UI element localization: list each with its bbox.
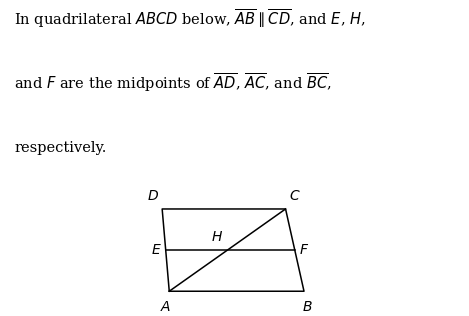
Text: and $F$ are the midpoints of $\overline{AD}$, $\overline{AC}$, and $\overline{BC: and $F$ are the midpoints of $\overline{… <box>14 72 332 94</box>
Text: $\mathit{F}$: $\mathit{F}$ <box>299 243 309 257</box>
Text: $\mathit{C}$: $\mathit{C}$ <box>289 189 301 203</box>
Text: $\mathit{B}$: $\mathit{B}$ <box>302 300 312 314</box>
Text: $\mathit{D}$: $\mathit{D}$ <box>147 189 159 203</box>
Text: In quadrilateral $\mathit{ABCD}$ below, $\overline{AB} \parallel \overline{CD}$,: In quadrilateral $\mathit{ABCD}$ below, … <box>14 7 366 30</box>
Text: respectively.: respectively. <box>14 141 106 155</box>
Text: $\mathit{E}$: $\mathit{E}$ <box>151 243 161 257</box>
Text: $\mathit{A}$: $\mathit{A}$ <box>160 300 171 314</box>
Text: $\mathit{H}$: $\mathit{H}$ <box>211 230 223 245</box>
